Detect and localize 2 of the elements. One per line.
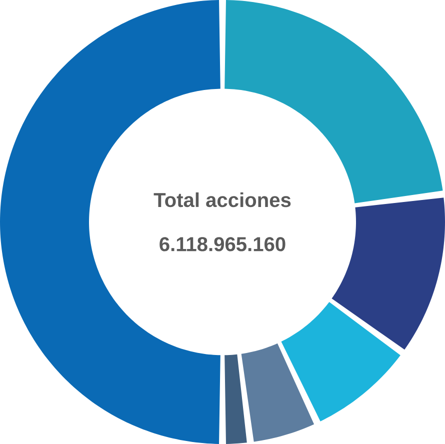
text: 6.118.965.160 xyxy=(160,237,286,252)
text: Total acciones xyxy=(154,192,291,208)
